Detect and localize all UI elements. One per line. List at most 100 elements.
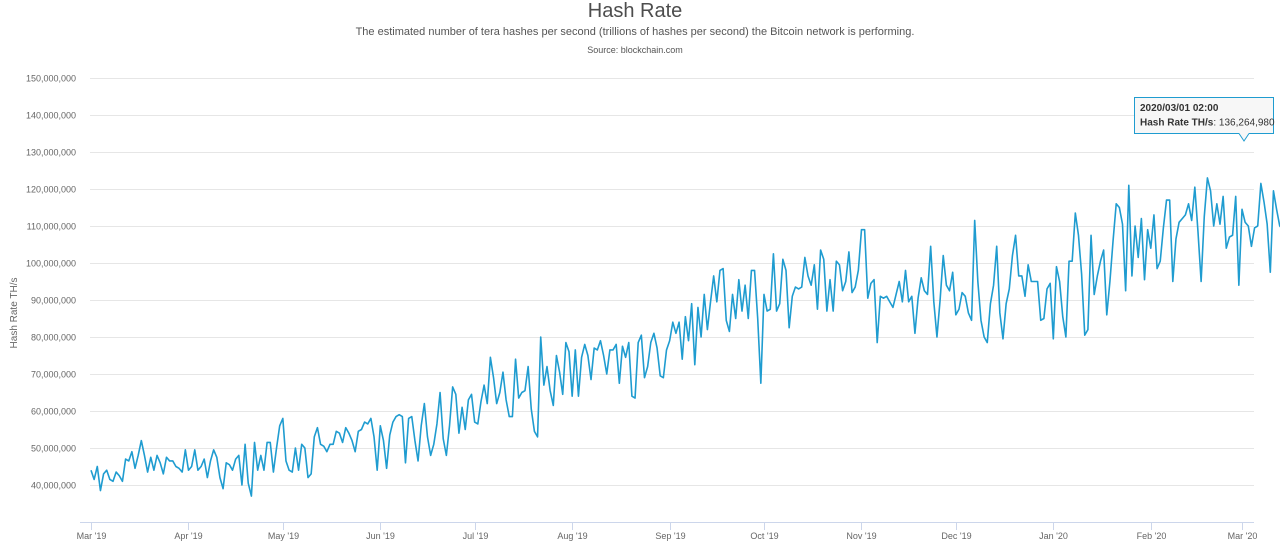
data-point[interactable]	[365, 421, 370, 426]
data-point[interactable]	[944, 283, 949, 288]
data-point[interactable]	[1145, 227, 1150, 232]
data-point[interactable]	[611, 347, 616, 352]
data-point[interactable]	[809, 283, 814, 288]
data-point[interactable]	[642, 375, 647, 380]
hash-rate-series-line[interactable]	[90, 129, 1280, 497]
data-point[interactable]	[1202, 214, 1207, 219]
data-point[interactable]	[92, 477, 97, 482]
data-point[interactable]	[963, 294, 968, 299]
data-point[interactable]	[1249, 244, 1254, 249]
data-point[interactable]	[419, 423, 424, 428]
data-point[interactable]	[1136, 255, 1141, 260]
data-point[interactable]	[221, 486, 226, 491]
data-point[interactable]	[372, 434, 377, 439]
data-point[interactable]	[1186, 201, 1191, 206]
data-point[interactable]	[412, 438, 417, 443]
data-point[interactable]	[919, 275, 924, 280]
data-point[interactable]	[966, 310, 971, 315]
data-point[interactable]	[614, 342, 619, 347]
data-point[interactable]	[928, 244, 933, 249]
data-point[interactable]	[89, 468, 94, 473]
data-point[interactable]	[1089, 233, 1094, 238]
data-point[interactable]	[494, 401, 499, 406]
data-point[interactable]	[563, 340, 568, 345]
data-point[interactable]	[409, 414, 414, 419]
data-point[interactable]	[673, 331, 678, 336]
data-point[interactable]	[1236, 283, 1241, 288]
data-point[interactable]	[875, 340, 880, 345]
data-point[interactable]	[469, 392, 474, 397]
data-point[interactable]	[787, 325, 792, 330]
data-point[interactable]	[161, 471, 166, 476]
data-point[interactable]	[994, 244, 999, 249]
data-point[interactable]	[350, 438, 355, 443]
data-point[interactable]	[840, 288, 845, 293]
data-point[interactable]	[997, 310, 1002, 315]
data-point[interactable]	[739, 309, 744, 314]
data-point[interactable]	[340, 440, 345, 445]
data-point[interactable]	[1076, 233, 1081, 238]
data-point[interactable]	[636, 340, 641, 345]
data-point[interactable]	[972, 218, 977, 223]
data-point[interactable]	[249, 494, 254, 499]
data-point[interactable]	[758, 381, 763, 386]
data-point[interactable]	[743, 283, 748, 288]
data-point[interactable]	[324, 449, 329, 454]
data-point[interactable]	[711, 273, 716, 278]
data-point[interactable]	[1048, 281, 1053, 286]
data-point[interactable]	[444, 453, 449, 458]
data-point[interactable]	[545, 364, 550, 369]
data-point[interactable]	[1111, 238, 1116, 243]
data-point[interactable]	[768, 307, 773, 312]
data-point[interactable]	[884, 294, 889, 299]
data-point[interactable]	[425, 434, 430, 439]
data-point[interactable]	[900, 299, 905, 304]
data-point[interactable]	[1120, 222, 1125, 227]
data-point[interactable]	[1054, 264, 1059, 269]
data-point[interactable]	[1098, 259, 1103, 264]
data-point[interactable]	[1139, 216, 1144, 221]
data-point[interactable]	[526, 364, 531, 369]
data-point[interactable]	[460, 405, 465, 410]
data-point[interactable]	[482, 383, 487, 388]
data-point[interactable]	[290, 470, 295, 475]
data-point[interactable]	[567, 349, 572, 354]
data-point[interactable]	[818, 248, 823, 253]
data-point[interactable]	[136, 453, 141, 458]
data-point[interactable]	[189, 464, 194, 469]
data-point[interactable]	[1271, 188, 1276, 193]
data-point[interactable]	[321, 444, 326, 449]
data-point[interactable]	[283, 458, 288, 463]
series-points[interactable]	[89, 126, 1280, 498]
data-point[interactable]	[277, 423, 282, 428]
data-point[interactable]	[548, 388, 553, 393]
data-point[interactable]	[1073, 211, 1078, 216]
data-point[interactable]	[504, 397, 509, 402]
data-point[interactable]	[309, 471, 314, 476]
data-point[interactable]	[170, 458, 175, 463]
data-point[interactable]	[872, 277, 877, 282]
data-point[interactable]	[205, 475, 210, 480]
data-point[interactable]	[353, 449, 358, 454]
data-point[interactable]	[148, 455, 153, 460]
data-point[interactable]	[214, 455, 219, 460]
data-point[interactable]	[541, 383, 546, 388]
data-point[interactable]	[447, 423, 452, 428]
data-point[interactable]	[771, 251, 776, 256]
data-point[interactable]	[1170, 279, 1175, 284]
data-point[interactable]	[761, 292, 766, 297]
data-point[interactable]	[1026, 262, 1031, 267]
data-point[interactable]	[252, 440, 257, 445]
data-point[interactable]	[450, 384, 455, 389]
data-point[interactable]	[466, 397, 471, 402]
data-point[interactable]	[670, 320, 675, 325]
data-point[interactable]	[211, 447, 216, 452]
data-point[interactable]	[1126, 183, 1131, 188]
data-point[interactable]	[183, 447, 188, 452]
data-point[interactable]	[438, 390, 443, 395]
data-point[interactable]	[359, 427, 364, 432]
data-point[interactable]	[689, 301, 694, 306]
data-point[interactable]	[1199, 279, 1204, 284]
data-point[interactable]	[648, 340, 653, 345]
